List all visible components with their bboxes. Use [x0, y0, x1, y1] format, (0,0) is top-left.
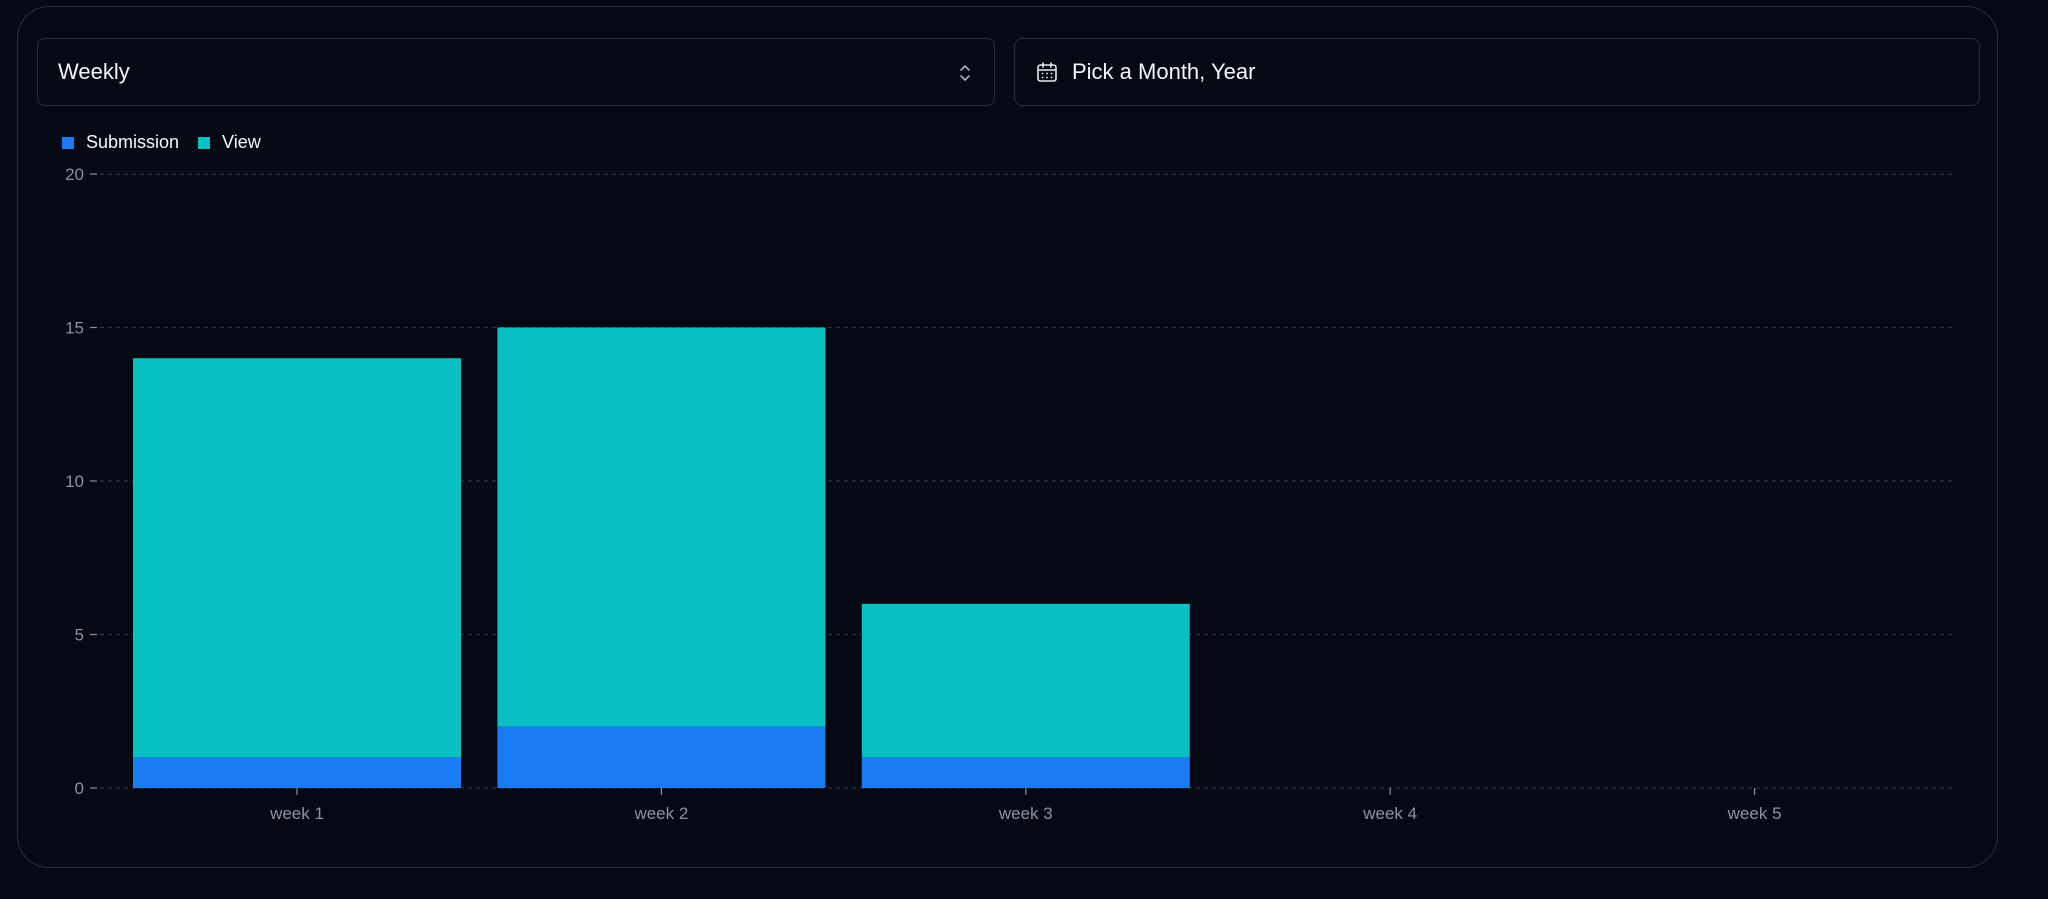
- legend-label-view: View: [222, 132, 261, 152]
- legend-item-submission[interactable]: Submission: [62, 132, 179, 153]
- bar-submission-week-1: [133, 757, 461, 788]
- bar-view-week-3: [861, 603, 1190, 758]
- bar-submission-week-2: [497, 726, 826, 788]
- legend-swatch-view: [198, 136, 211, 149]
- x-tick-label-week-1: week 1: [269, 804, 324, 823]
- period-select-value: Weekly: [58, 59, 130, 84]
- x-tick-label-week-4: week 4: [1362, 804, 1417, 823]
- x-tick-label-week-3: week 3: [998, 804, 1053, 823]
- month-year-picker[interactable]: Pick a Month, Year: [1014, 38, 1980, 106]
- y-tick-label-5: 5: [75, 626, 84, 645]
- legend-label-submission: Submission: [86, 132, 180, 152]
- period-select[interactable]: Weekly: [37, 38, 995, 106]
- chart-legend: Submission View: [62, 132, 280, 153]
- x-tick-label-week-5: week 5: [1727, 804, 1782, 823]
- x-tick-label-week-2: week 2: [633, 804, 688, 823]
- legend-swatch-submission: [62, 136, 74, 149]
- legend-item-view[interactable]: View: [198, 132, 261, 153]
- calendar-icon: [1037, 62, 1057, 82]
- bar-view-week-2: [497, 327, 826, 727]
- y-tick-label-0: 0: [75, 779, 84, 798]
- bar-view-week-1: [133, 358, 461, 758]
- date-picker-placeholder: Pick a Month, Year: [1072, 59, 1256, 84]
- y-tick-label-20: 20: [65, 165, 84, 184]
- chevron-up-down-icon: [960, 65, 970, 81]
- y-tick-label-10: 10: [65, 472, 84, 491]
- y-tick-label-15: 15: [65, 319, 84, 338]
- bar-submission-week-3: [861, 757, 1190, 788]
